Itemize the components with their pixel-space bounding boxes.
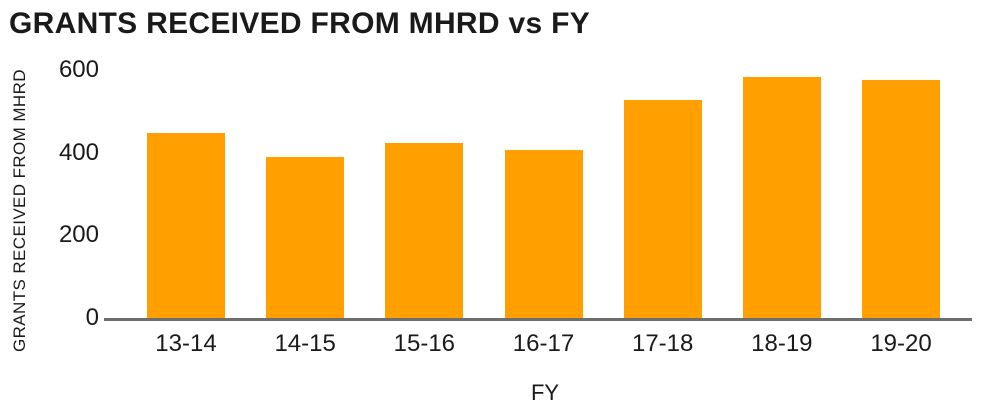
bar: [862, 79, 941, 318]
bar: [623, 100, 702, 318]
x-tick-label: 14-15: [274, 330, 336, 357]
bar: [147, 132, 225, 318]
bar: [266, 156, 345, 318]
x-axis-line: [104, 318, 972, 321]
x-tick-label: 13-14: [155, 330, 217, 357]
y-tick-label: 400: [58, 138, 99, 166]
y-tick-label: 0: [85, 304, 99, 331]
x-tick-label: 19-20: [870, 330, 932, 357]
x-tick-label: 15-16: [393, 330, 456, 357]
y-tick-label: 600: [58, 56, 99, 83]
x-axis-title: FY: [530, 380, 560, 405]
bar: [385, 143, 464, 318]
bar: [504, 150, 583, 318]
x-tick-label: 17-18: [631, 330, 694, 357]
x-tick-label: 18-19: [751, 330, 813, 357]
x-tick-label: 16-17: [512, 330, 575, 357]
bar: [742, 76, 821, 318]
y-tick-label: 200: [58, 221, 99, 249]
chart-title: GRANTS RECEIVED FROM MHRD vs FY: [9, 7, 591, 40]
